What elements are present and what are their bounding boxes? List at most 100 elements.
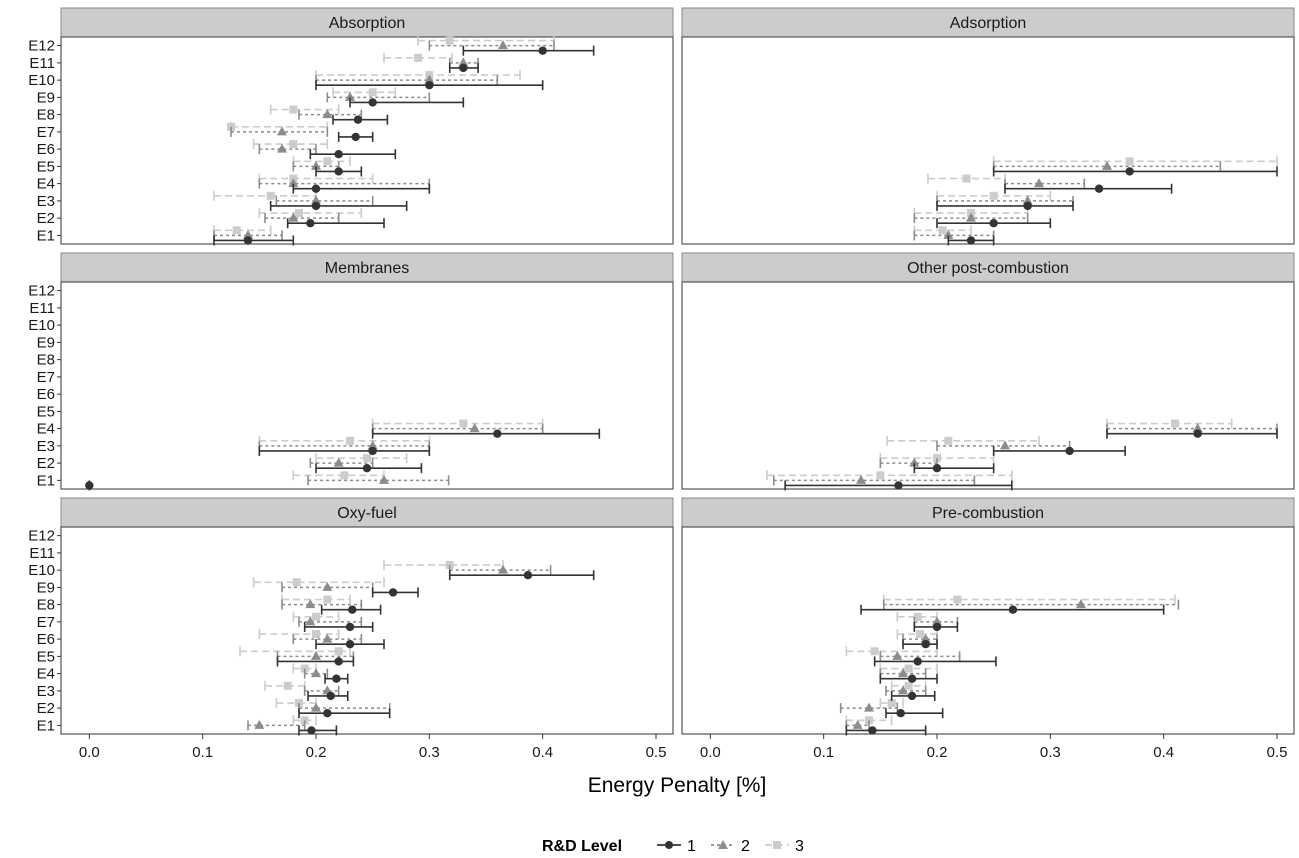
data-point-e2-level-2 (309, 457, 374, 469)
data-point-e2-level-1 (298, 708, 391, 719)
facet-pre-combustion: Pre-combustion (681, 497, 1295, 736)
point-marker (312, 630, 320, 639)
point-marker (363, 454, 371, 463)
data-point-e3-level-1 (307, 690, 349, 701)
legend-key-3: 3 (765, 838, 804, 855)
point-marker (1125, 157, 1134, 166)
point-marker (353, 115, 363, 124)
point-marker (326, 691, 335, 701)
point-marker (379, 474, 389, 484)
facet-other-post-combustion: Other post-combustion (681, 252, 1295, 491)
y-tick-label: E9 (37, 334, 55, 351)
point-marker (896, 708, 905, 718)
y-tick-label: E1 (37, 472, 55, 489)
point-marker (458, 57, 469, 67)
point-marker (894, 481, 903, 490)
point-marker (876, 471, 885, 480)
data-point-e6-level-3 (252, 139, 329, 150)
data-point-e9-level-3 (252, 577, 385, 588)
point-marker (944, 436, 953, 445)
data-point-e2-level-3 (258, 208, 363, 219)
point-marker (1171, 419, 1179, 428)
data-point-e2-level-3 (879, 698, 904, 709)
point-marker (277, 143, 287, 153)
data-point-e4-level-1 (879, 673, 938, 684)
data-point-e1-level-1 (298, 725, 338, 736)
point-marker (1065, 446, 1074, 456)
y-tick-label: E11 (29, 300, 55, 317)
point-marker (933, 454, 941, 463)
point-marker (864, 702, 874, 712)
point-marker (346, 436, 354, 445)
point-marker (445, 561, 454, 570)
point-marker (989, 218, 998, 228)
point-marker (254, 719, 265, 729)
y-tick-label: E12 (28, 528, 55, 545)
point-marker (1193, 429, 1202, 438)
data-point-e3-level-1 (269, 200, 408, 211)
data-point-e12-level-1 (462, 45, 595, 56)
point-marker (913, 657, 922, 666)
y-tick-label: E11 (29, 55, 55, 72)
data-point-e6-level-1 (309, 149, 397, 160)
point-marker (277, 126, 287, 136)
point-marker (323, 708, 332, 718)
data-point-e9-level-1 (349, 97, 465, 108)
point-marker (345, 622, 355, 632)
point-marker (295, 209, 303, 218)
data-point-e1-level-1 (845, 725, 927, 736)
point-marker (1022, 195, 1033, 205)
point-marker (904, 681, 913, 690)
data-point-e2-level-1 (913, 463, 995, 474)
facet-panel (681, 36, 1295, 245)
y-tick-label: E2 (37, 700, 55, 717)
data-point-e3-level-2 (885, 685, 927, 696)
point-marker (1102, 160, 1112, 170)
point-marker (938, 226, 947, 235)
point-marker (962, 174, 971, 183)
y-tick-label: E12 (28, 38, 55, 55)
x-axis-layer: 0.0 0.1 0.2 0.3 0.4 0.5 0.0 0.1 0.2 0.3 0.4 0.5 (79, 734, 1287, 761)
point-marker (459, 63, 468, 73)
data-point-e6-level-1 (315, 639, 385, 650)
data-point-e5-level-1 (873, 656, 997, 667)
data-point-e11-level-1 (448, 62, 479, 73)
data-point-e4-level-1 (1004, 183, 1173, 194)
point-marker (345, 91, 355, 101)
data-point-e7-level-3 (292, 611, 340, 622)
legend-label: 3 (795, 838, 804, 855)
point-marker (898, 685, 908, 695)
point-marker (311, 201, 321, 211)
legend-keys: 1 2 3 (657, 838, 804, 855)
point-marker (493, 429, 502, 438)
y-tick-label: E6 (37, 141, 55, 158)
point-marker (333, 457, 344, 467)
point-marker (289, 105, 298, 114)
y-tick-label: E6 (37, 386, 55, 403)
data-point-e10-level-1 (448, 570, 595, 581)
data-point-e1-level-1 (784, 480, 1013, 491)
x-tick-label: 0.2 (927, 744, 948, 761)
point-marker (232, 226, 241, 235)
data-point-e1-level-1 (85, 480, 94, 491)
legend-key-2: 2 (711, 838, 750, 855)
point-marker (865, 716, 873, 725)
point-marker (1075, 599, 1086, 609)
facet-title: Pre-combustion (932, 505, 1044, 522)
x-axis-title: Energy Penalty [%] (588, 774, 767, 797)
data-point-e6-level-2 (292, 633, 363, 645)
data-point-e3-level-1 (258, 445, 431, 456)
facet-panel (60, 36, 674, 245)
y-tick-label: E7 (37, 369, 55, 386)
y-tick-label: E7 (37, 124, 55, 141)
point-marker (312, 612, 320, 621)
y-tick-label: E10 (28, 317, 55, 334)
y-tick-label: E10 (28, 562, 55, 579)
data-point-e5-level-2 (879, 650, 961, 662)
point-marker (459, 419, 468, 428)
point-marker (932, 616, 942, 626)
point-marker (322, 633, 333, 643)
y-tick-label: E8 (37, 597, 55, 614)
